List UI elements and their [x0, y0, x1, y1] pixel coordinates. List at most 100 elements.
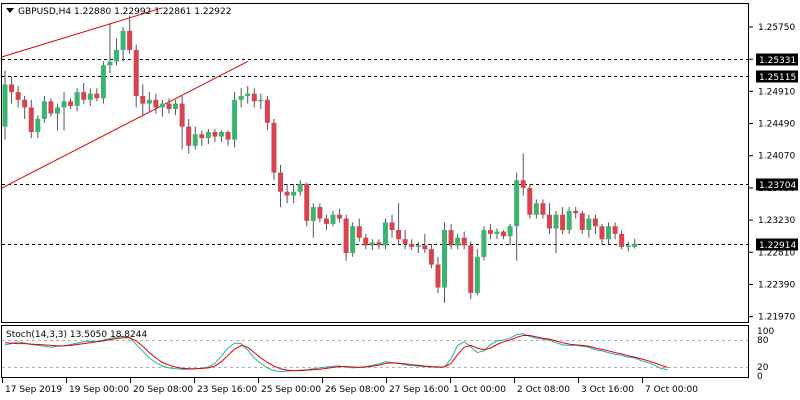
candle-body-bull: [330, 214, 336, 224]
candle: [238, 88, 244, 108]
candle-body-bull: [606, 226, 612, 240]
candle: [15, 85, 21, 108]
candle-body-bear: [199, 134, 205, 139]
candle-body-bull: [533, 203, 539, 215]
candle-body-bull: [87, 93, 93, 100]
candle-body-bull: [382, 222, 388, 246]
candle: [159, 99, 165, 117]
stoch-series-line: [4, 333, 668, 373]
time-tick-label: 25 Sep 00:00: [261, 385, 321, 395]
candle-body-bear: [28, 107, 34, 132]
candle-body-bear: [323, 218, 329, 224]
candle: [546, 203, 552, 234]
time-tick-label: 17 Sep 2019: [5, 385, 62, 395]
time-tick-label: 26 Sep 08:00: [325, 385, 385, 395]
candle-body-bear: [337, 214, 343, 219]
stoch-panel[interactable]: Stoch(14,3,3) 13.5050 18.8244: [1, 325, 749, 378]
candle-body-bull: [586, 218, 592, 231]
candle: [22, 95, 28, 119]
candle: [120, 26, 126, 62]
candle: [87, 88, 93, 106]
candle: [474, 249, 480, 296]
trendline[interactable]: [1, 61, 248, 189]
candle-body-bull: [369, 242, 375, 246]
candle: [179, 95, 185, 150]
time-tick-label: 20 Sep 08:00: [133, 385, 193, 395]
candle: [218, 130, 224, 142]
candle: [74, 88, 80, 112]
symbol-menu-icon[interactable]: [6, 8, 14, 13]
level-label: 1.25331: [759, 56, 796, 66]
price-panel[interactable]: [1, 3, 749, 323]
candle: [363, 233, 369, 250]
candle: [225, 130, 231, 146]
candle: [9, 76, 15, 104]
time-tick-label: 3 Oct 16:00: [581, 385, 634, 395]
candle-body-bull: [442, 230, 448, 288]
stoch-tick-label: 80: [757, 336, 769, 346]
candle-body-bear: [133, 49, 139, 96]
candle-body-bear: [396, 230, 402, 240]
candle: [369, 239, 375, 250]
candle-body-bull: [494, 231, 500, 234]
candle-body-bull: [566, 210, 572, 231]
candle-body-bull: [310, 207, 316, 221]
candle: [107, 23, 113, 73]
candle-body-bear: [422, 245, 428, 250]
candle-body-bear: [68, 101, 74, 106]
candle: [350, 222, 356, 257]
candle-body-bull: [107, 61, 113, 66]
candle-body-bear: [317, 207, 323, 219]
candle: [533, 199, 539, 219]
candle: [409, 239, 415, 250]
candle: [553, 210, 559, 254]
candle: [435, 256, 441, 293]
level-label-box: [756, 53, 798, 66]
candle-body-bear: [363, 237, 369, 246]
stoch-series-line: [4, 335, 668, 372]
candle: [54, 103, 60, 131]
level-label-box: [756, 178, 798, 191]
candle: [94, 88, 100, 102]
candle: [415, 241, 421, 254]
price-tick-label: 1.25750: [758, 23, 795, 33]
candle-body-bull: [114, 49, 120, 62]
candle-body-bull: [2, 84, 8, 127]
price-tick-label: 1.24490: [758, 120, 795, 130]
candle: [41, 95, 47, 123]
candle: [619, 230, 625, 250]
candle-body-bear: [579, 213, 585, 231]
time-tick-label: 2 Oct 08:00: [517, 385, 570, 395]
candle: [284, 184, 290, 204]
candle: [114, 38, 120, 66]
candles: [2, 15, 638, 303]
candle: [317, 203, 323, 223]
candle: [579, 210, 585, 234]
candle: [251, 88, 257, 108]
candle: [304, 182, 310, 227]
candle: [632, 238, 638, 249]
candle-body-bear: [599, 226, 605, 240]
candle-body-bear: [343, 218, 349, 254]
candle: [205, 128, 211, 145]
candle-body-bull: [61, 101, 67, 108]
trendlines: [1, 7, 248, 189]
candle: [100, 61, 106, 104]
stoch-title: Stoch(14,3,3) 13.5050 18.8244: [6, 330, 147, 340]
candle: [507, 223, 513, 246]
candle: [592, 214, 598, 234]
candle: [337, 208, 343, 223]
candle-body-bear: [48, 101, 54, 114]
candle: [330, 210, 336, 227]
candle: [278, 164, 284, 208]
candle: [173, 99, 179, 116]
candle: [232, 92, 238, 148]
candle: [258, 93, 264, 109]
candle: [402, 230, 408, 250]
candle-body-bull: [415, 245, 421, 247]
candle-body-bull: [291, 191, 297, 196]
time-tick-label: 23 Sep 16:00: [197, 385, 257, 395]
candle-body-bear: [389, 222, 395, 231]
trendline[interactable]: [1, 7, 163, 58]
candle-body-bull: [297, 184, 303, 192]
